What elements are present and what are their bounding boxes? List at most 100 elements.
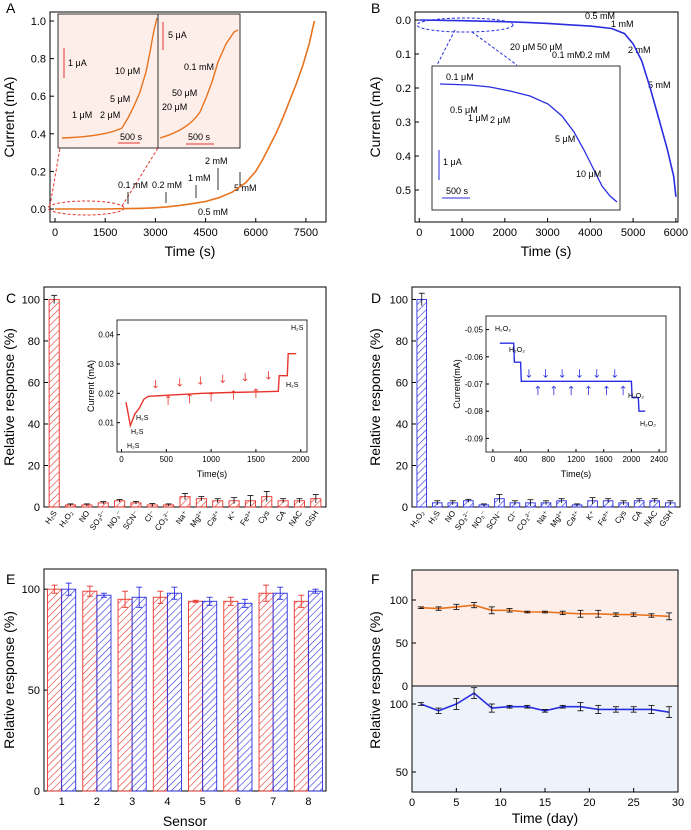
y-axis-label-c: Relative response (%) — [1, 328, 17, 466]
interferent-arrow — [559, 369, 565, 378]
category-label: NAC — [642, 509, 659, 528]
y-tick-label: -0.06 — [465, 353, 484, 362]
category-label: H₂S — [43, 509, 59, 526]
x-tick-label: 8 — [305, 796, 311, 808]
bar — [166, 592, 182, 792]
inset-d-ticks: 0 400 800 1200 1600 2000 2400 -0.05 -0.06 -0.07 -0… — [465, 326, 669, 464]
y-tick-label: 0.0 — [396, 15, 411, 27]
y-tick-label: 0.04 — [98, 331, 114, 340]
x-tick-label: 500 — [160, 455, 174, 464]
inset-a — [57, 13, 241, 149]
y-tick-label: -0.05 — [465, 326, 484, 335]
inset-c-ticks: 0 500 1000 1500 2000 0.01 0.02 0.03 0.04 — [98, 331, 310, 464]
zoom-line-a2 — [121, 147, 159, 207]
category-label: H₂O₂ — [409, 509, 427, 529]
inset-a-ann: 1 μM — [72, 110, 92, 120]
panel-label-e: E — [6, 571, 15, 587]
zoom-ellipse-b — [416, 17, 514, 33]
y-tick-label: -0.07 — [465, 380, 484, 389]
panel-label-c: C — [6, 290, 16, 306]
category-label: Mg²⁺ — [548, 509, 566, 529]
inset-c-arrows — [153, 371, 271, 405]
y-tick-label: -0.09 — [465, 434, 484, 443]
interferent-arrow — [594, 369, 600, 378]
y-axis-label-d: Relative response (%) — [367, 328, 383, 466]
category-label: NAC — [287, 509, 304, 528]
inset-a-ann: 500 s — [120, 132, 143, 142]
x-tick-label: 4500 — [193, 227, 217, 239]
bar — [117, 598, 133, 792]
y-tick-label: 0.2 — [31, 166, 46, 178]
panel-e: E 0 50 100 1 2 3 4 5 6 7 8 Sensor Relative respons… — [1, 568, 327, 829]
x-tick-label: 0 — [119, 455, 124, 464]
bar — [237, 602, 253, 792]
plot-frame-a — [49, 11, 327, 223]
y-tick-label: 100 — [22, 294, 40, 306]
inset-a-scale: 1 μA — [68, 58, 87, 68]
inset-b-ann: 2 μM — [490, 115, 510, 125]
y-tick-label: 0 — [34, 786, 40, 798]
bar — [188, 600, 204, 792]
inset-a-left-trace — [61, 17, 158, 139]
y-tick-label: 100 — [390, 699, 408, 711]
inset-d-ann: H₂O₂ — [495, 326, 511, 333]
inset-d-xlabel: Time(s) — [561, 469, 591, 479]
category-label: Ca²⁺ — [565, 509, 582, 528]
bars-e — [47, 582, 323, 792]
bar — [82, 590, 98, 792]
inset-d-ylabel: Current(mA) — [452, 359, 462, 409]
zoom-line-b2 — [471, 31, 518, 66]
x-tick-label: 30 — [672, 797, 684, 809]
panel-c: C 0 20 40 60 80 100 Relative response (%) H₂S… — [1, 286, 327, 532]
panel-f-top-bg — [412, 570, 678, 686]
interferent-arrow — [242, 372, 248, 382]
interferent-arrow — [153, 379, 158, 389]
category-label: GSH — [658, 509, 675, 529]
y-tick-label: 0.1 — [396, 49, 411, 61]
panel-d: D 0 20 40 60 80 100 Relative response (%) H₂O… — [367, 286, 681, 532]
zoom-ellipse-a — [47, 200, 125, 216]
category-label: Cl⁻ — [143, 509, 157, 524]
category-label: H₂O₂ — [57, 509, 75, 529]
x-tick-label: 1000 — [450, 227, 474, 239]
interferent-arrow — [253, 388, 259, 398]
interferent-arrow — [535, 385, 541, 396]
bar — [96, 594, 112, 792]
annotation-b: 0.5 mM — [585, 11, 615, 21]
panel-f-bottom-bg — [412, 686, 678, 792]
interferent-arrow — [612, 369, 618, 378]
inset-a-ann: 2 μM — [100, 110, 120, 120]
category-label: Mg²⁺ — [188, 509, 206, 529]
category-label: K⁺ — [584, 509, 597, 522]
axis-ticks-f: 0 5 10 15 20 25 30 0 50 100 50 100 — [390, 595, 684, 809]
category-label: Cys — [613, 509, 628, 525]
panel-label-b: B — [371, 0, 380, 16]
inset-b-trace — [439, 83, 618, 203]
panel-a: A 0 1500 3000 4500 6000 7500 0.0 0.2 0.4 0.6 0.8 1.… — [1, 0, 327, 259]
category-label: Fe³⁺ — [596, 509, 613, 527]
interferent-arrow — [266, 371, 271, 380]
plot-frame-e — [43, 568, 327, 792]
x-tick-label: 10 — [495, 797, 507, 809]
category-label: SCN⁻ — [485, 509, 504, 531]
x-tick-label: 400 — [514, 455, 528, 464]
x-tick-label: 2400 — [650, 455, 668, 464]
annotation-b: 50 μM — [537, 42, 562, 52]
inset-c — [116, 319, 308, 453]
annotation-a: 0.2 mM — [152, 180, 182, 190]
inset-b-scale: 1 μA — [443, 157, 462, 167]
y-axis-label-f: Relative response (%) — [367, 611, 383, 749]
y-tick-label: 40 — [28, 419, 40, 431]
y-tick-label: 50 — [396, 638, 408, 650]
y-tick-label: 0.03 — [98, 360, 114, 369]
inset-b-ann: 10 μM — [576, 169, 601, 179]
x-tick-label: 800 — [542, 455, 556, 464]
axis-ticks-c: 0 20 40 60 80 100 — [22, 294, 48, 514]
annotation-b: 1 mM — [611, 19, 634, 29]
inset-c-ann: H₂S — [127, 443, 140, 450]
category-label: Ca²⁺ — [205, 509, 222, 528]
inset-b-scale: 500 s — [446, 186, 469, 196]
inset-b-ann: 0.5 μM — [450, 105, 478, 115]
annotation-b: 0.2 mM — [580, 50, 610, 60]
y-tick-label: 0.2 — [396, 83, 411, 95]
